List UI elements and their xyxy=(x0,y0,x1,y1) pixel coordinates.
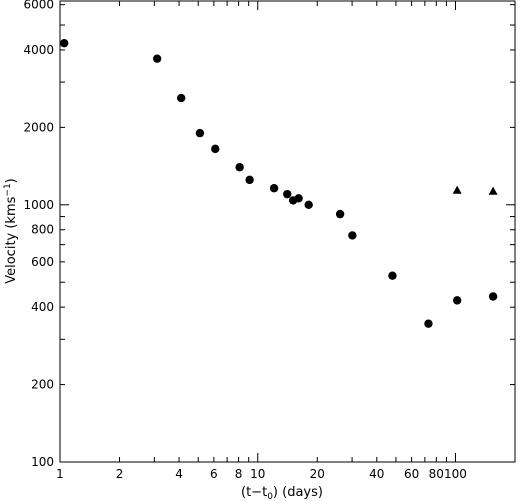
y-axis-title-tail: ) xyxy=(4,178,19,183)
x-tick-label: 20 xyxy=(310,467,325,481)
y-axis-title-superscript: −1 xyxy=(3,183,13,196)
axis-ticks xyxy=(59,1,516,463)
y-tick-label: 1000 xyxy=(23,198,54,212)
y-tick-label: 4000 xyxy=(23,43,54,57)
circle-point xyxy=(304,200,313,210)
y-tick-label: 200 xyxy=(31,378,54,392)
x-tick-label: 100 xyxy=(444,467,467,481)
y-tick-label: 100 xyxy=(31,455,54,469)
y-tick-label: 400 xyxy=(31,300,54,314)
x-tick-label: 1 xyxy=(56,467,64,481)
y-tick-labels: 100 200 400 600 800 1000 2000 4000 6000 xyxy=(23,0,54,469)
x-axis-title: (t−t0) (days) xyxy=(241,485,323,501)
plot-frame xyxy=(59,0,516,463)
circle-point xyxy=(388,271,397,280)
triangle-point xyxy=(488,186,498,195)
circle-point xyxy=(211,144,220,154)
x-axis-title-subscript: 0 xyxy=(267,492,273,501)
circle-point xyxy=(235,163,244,172)
circle-point xyxy=(488,292,498,301)
y-tick-label: 2000 xyxy=(23,120,54,134)
y-tick-label: 800 xyxy=(31,223,54,237)
circle-point xyxy=(176,93,186,103)
x-axis-title-tail: ) (days) xyxy=(273,485,323,500)
circle-point xyxy=(348,231,357,240)
circle-point xyxy=(245,175,254,185)
x-tick-label: 8 xyxy=(235,467,243,481)
circle-point xyxy=(152,54,162,63)
x-tick-label: 2 xyxy=(116,467,124,481)
y-tick-label: 600 xyxy=(31,255,54,269)
circle-point xyxy=(452,296,462,305)
x-tick-label: 80 xyxy=(429,467,444,481)
circle-point xyxy=(195,128,205,138)
circle-point xyxy=(269,184,279,193)
x-tick-label: 6 xyxy=(210,467,218,481)
circle-point xyxy=(59,38,69,48)
y-axis-title: Velocity (kms−1) xyxy=(3,178,19,284)
data-points xyxy=(59,38,498,328)
x-tick-label: 60 xyxy=(404,467,419,481)
x-tick-label: 10 xyxy=(250,467,265,481)
x-tick-label: 40 xyxy=(369,467,384,481)
circle-point xyxy=(335,209,345,219)
x-tick-label: 4 xyxy=(175,467,183,481)
y-tick-label: 6000 xyxy=(23,0,54,12)
x-tick-labels: 1 2 4 6 8 10 20 40 60 80 100 xyxy=(56,467,467,481)
circle-point xyxy=(283,189,292,199)
circle-point xyxy=(294,194,303,203)
circle-point xyxy=(424,319,433,328)
triangle-point xyxy=(452,185,462,194)
